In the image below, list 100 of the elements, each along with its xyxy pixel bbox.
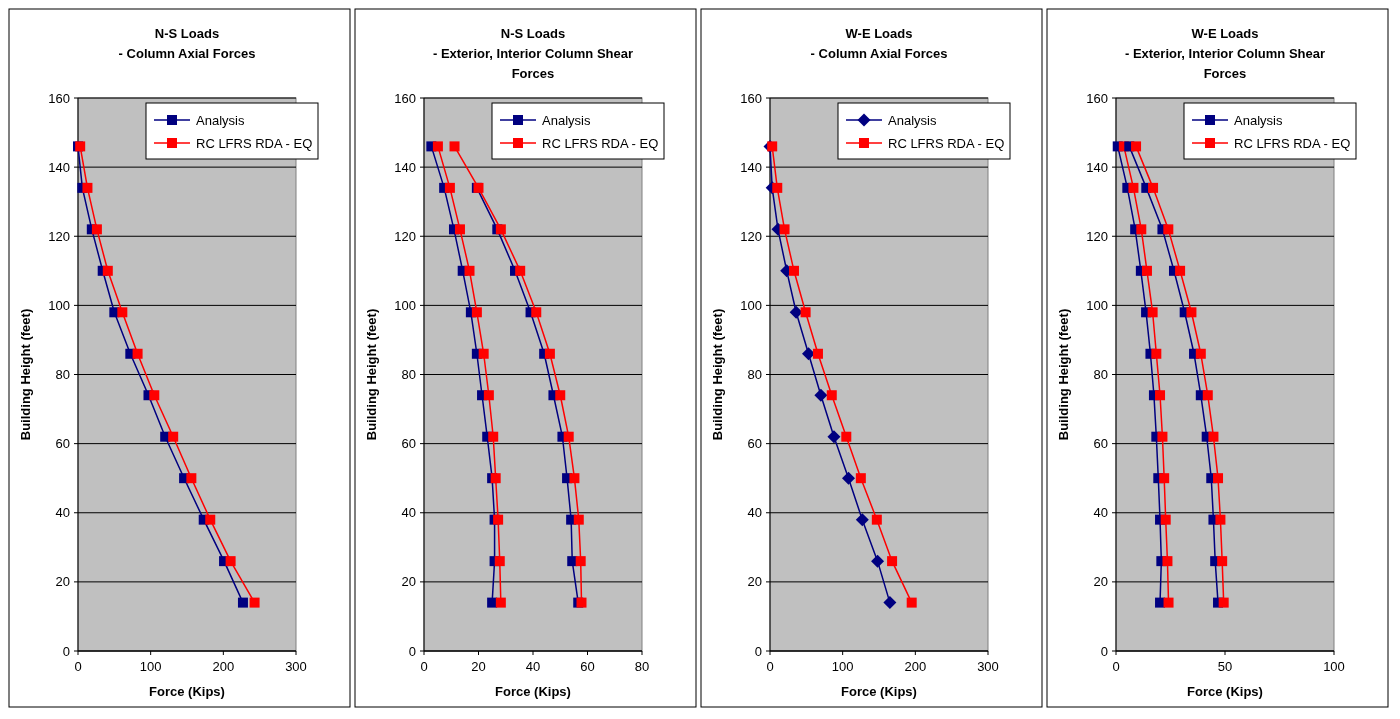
- point: [494, 556, 505, 567]
- point: [1160, 514, 1171, 525]
- y-tick-label: 160: [740, 90, 762, 106]
- y-tick-label: 160: [1086, 90, 1108, 106]
- x-tick-label: 0: [420, 659, 428, 674]
- legend-label: RC LFRS RDA - EQ: [1234, 135, 1351, 151]
- y-tick-label: 100: [1086, 297, 1108, 313]
- chart-title: W-E Loads: [845, 26, 913, 41]
- point: [812, 348, 823, 359]
- x-tick-label: 60: [580, 659, 595, 674]
- y-tick-label: 120: [1086, 228, 1108, 244]
- point: [449, 141, 460, 152]
- x-tick-label: 100: [1323, 659, 1345, 674]
- point: [887, 556, 898, 567]
- point: [1151, 348, 1162, 359]
- point: [855, 473, 866, 484]
- point: [772, 182, 783, 193]
- point: [1163, 224, 1174, 235]
- y-tick-label: 20: [1093, 574, 1108, 590]
- x-tick-label: 200: [212, 659, 235, 674]
- point: [567, 556, 578, 567]
- point: [1208, 431, 1219, 442]
- point: [1131, 141, 1142, 152]
- y-tick-label: 20: [401, 574, 416, 590]
- point: [814, 388, 828, 402]
- point: [531, 307, 542, 318]
- y-tick-label: 40: [401, 505, 416, 521]
- point: [249, 597, 260, 608]
- y-tick-label: 120: [394, 228, 416, 244]
- point: [1218, 597, 1229, 608]
- point: [488, 431, 499, 442]
- y-tick-label: 80: [747, 367, 762, 383]
- y-tick-label: 20: [55, 574, 70, 590]
- legend-label: Analysis: [196, 112, 245, 128]
- point: [1155, 597, 1166, 608]
- point: [225, 556, 236, 567]
- point: [1175, 265, 1186, 276]
- point: [515, 265, 526, 276]
- x-tick-label: 300: [977, 659, 999, 674]
- point: [495, 597, 506, 608]
- x-tick-label: 0: [1112, 659, 1120, 674]
- y-tick-label: 80: [401, 367, 416, 383]
- chart-title: W-E Loads: [1191, 26, 1259, 41]
- x-tick-label: 100: [139, 659, 162, 674]
- x-axis-title: Force (Kips): [1187, 684, 1263, 699]
- point: [1157, 431, 1168, 442]
- point: [827, 430, 841, 444]
- y-tick-label: 140: [1086, 159, 1108, 175]
- point: [102, 265, 113, 276]
- y-axis-title: Building Height (feet): [18, 308, 33, 441]
- y-tick-label: 40: [747, 505, 762, 521]
- y-tick-label: 60: [55, 436, 70, 452]
- x-tick-label: 40: [525, 659, 541, 674]
- y-tick-label: 100: [48, 297, 70, 313]
- point: [82, 182, 93, 193]
- y-tick-label: 0: [754, 643, 762, 659]
- y-tick-label: 40: [55, 505, 70, 521]
- point: [168, 431, 179, 442]
- point: [132, 348, 143, 359]
- y-tick-label: 100: [740, 297, 762, 313]
- point: [826, 390, 837, 401]
- point: [1128, 182, 1139, 193]
- legend-label: Analysis: [542, 112, 591, 128]
- point: [117, 307, 128, 318]
- point: [1163, 597, 1174, 608]
- point: [432, 141, 443, 152]
- legend-label: RC LFRS RDA - EQ: [888, 135, 1005, 151]
- point: [789, 305, 803, 319]
- chart-subtitle: - Exterior, Interior Column Shear Forces: [432, 46, 634, 81]
- y-tick-label: 60: [401, 436, 416, 452]
- x-tick-label: 100: [831, 659, 854, 674]
- point: [464, 265, 475, 276]
- y-tick-label: 80: [1093, 367, 1108, 383]
- point: [471, 307, 482, 318]
- point: [788, 265, 799, 276]
- point: [444, 182, 455, 193]
- point: [205, 514, 216, 525]
- y-axis-title: Building Height (feet): [710, 308, 725, 441]
- chart-subtitle: - Column Axial Forces: [810, 46, 948, 61]
- y-tick-label: 0: [1100, 643, 1108, 659]
- point: [1186, 307, 1197, 318]
- y-tick-label: 100: [394, 297, 416, 313]
- point: [883, 596, 897, 610]
- point: [1148, 182, 1159, 193]
- point: [1155, 390, 1166, 401]
- chart-subtitle: - Exterior, Interior Column Shear Forces: [1124, 46, 1326, 81]
- x-axis-title: Force (Kips): [841, 684, 917, 699]
- point: [555, 390, 566, 401]
- chart-subtitle: - Column Axial Forces: [118, 46, 256, 61]
- y-tick-label: 80: [55, 367, 70, 383]
- point: [841, 431, 852, 442]
- x-tick-label: 80: [634, 659, 650, 674]
- y-tick-label: 60: [1093, 436, 1108, 452]
- point: [1202, 390, 1213, 401]
- point: [573, 514, 584, 525]
- point: [779, 224, 790, 235]
- y-tick-label: 0: [408, 643, 416, 659]
- point: [149, 390, 160, 401]
- y-tick-label: 140: [394, 159, 416, 175]
- legend-label: RC LFRS RDA - EQ: [542, 135, 659, 151]
